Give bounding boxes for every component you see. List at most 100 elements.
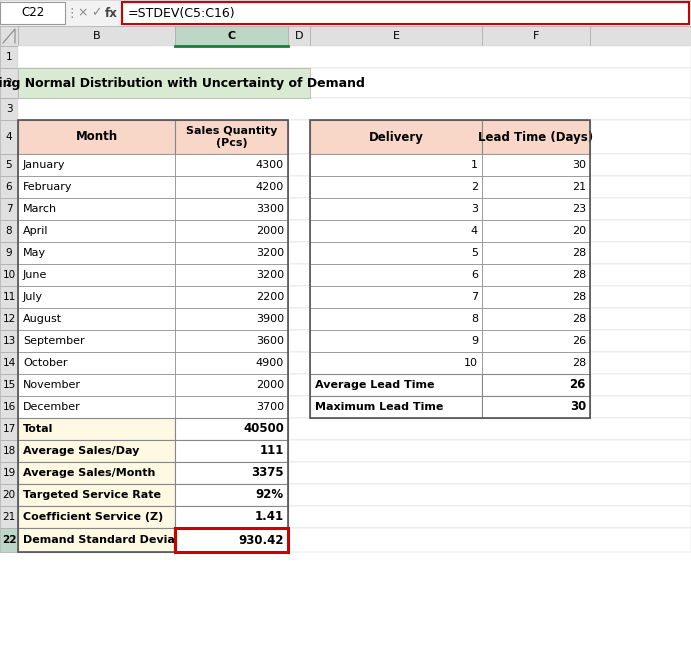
Text: 111: 111 xyxy=(260,444,284,458)
Bar xyxy=(18,440,175,462)
Text: Average Lead Time: Average Lead Time xyxy=(315,380,435,390)
Bar xyxy=(0,308,18,330)
Bar xyxy=(0,330,18,352)
Text: Total: Total xyxy=(23,424,53,434)
Text: 2: 2 xyxy=(6,78,12,88)
Text: 13: 13 xyxy=(2,336,16,346)
Bar xyxy=(175,396,288,418)
Bar xyxy=(0,242,18,264)
Bar xyxy=(175,506,288,528)
Bar xyxy=(175,418,288,440)
Bar xyxy=(18,46,691,68)
Text: 7: 7 xyxy=(6,204,12,214)
Text: 1.41: 1.41 xyxy=(255,510,284,524)
Text: 3200: 3200 xyxy=(256,270,284,280)
Bar xyxy=(482,330,590,352)
Bar xyxy=(310,308,482,330)
Bar xyxy=(18,198,691,220)
Text: 20: 20 xyxy=(3,490,16,500)
Bar xyxy=(18,120,691,154)
Text: Coefficient Service (Z): Coefficient Service (Z) xyxy=(23,512,163,522)
Text: 92%: 92% xyxy=(256,488,284,502)
Bar xyxy=(0,0,691,26)
Bar xyxy=(482,176,590,198)
Bar xyxy=(18,484,691,506)
Bar xyxy=(175,242,288,264)
Bar xyxy=(18,308,691,330)
Bar xyxy=(18,484,175,506)
Bar xyxy=(310,198,482,220)
Bar xyxy=(18,154,691,176)
Text: 14: 14 xyxy=(2,358,16,368)
Text: 10: 10 xyxy=(464,358,478,368)
Text: 28: 28 xyxy=(571,292,586,302)
Text: 26: 26 xyxy=(572,336,586,346)
Text: 19: 19 xyxy=(2,468,16,478)
Bar xyxy=(0,26,18,46)
Bar xyxy=(18,462,691,484)
Bar xyxy=(18,330,691,352)
Bar xyxy=(18,396,691,418)
Bar xyxy=(175,308,288,330)
Bar xyxy=(310,26,482,46)
Text: November: November xyxy=(23,380,81,390)
Bar xyxy=(18,330,175,352)
Bar xyxy=(0,46,18,68)
Text: 3700: 3700 xyxy=(256,402,284,412)
Text: 16: 16 xyxy=(2,402,16,412)
Text: 4200: 4200 xyxy=(256,182,284,192)
Text: Average Sales/Month: Average Sales/Month xyxy=(23,468,155,478)
Text: 2000: 2000 xyxy=(256,226,284,236)
Text: 4900: 4900 xyxy=(256,358,284,368)
Text: 28: 28 xyxy=(571,248,586,258)
Text: May: May xyxy=(23,248,46,258)
Text: 8: 8 xyxy=(471,314,478,324)
Text: ×: × xyxy=(78,7,88,19)
Bar xyxy=(175,120,288,154)
Bar xyxy=(0,120,18,154)
Text: 3900: 3900 xyxy=(256,314,284,324)
Text: 3200: 3200 xyxy=(256,248,284,258)
Bar xyxy=(18,352,691,374)
Bar xyxy=(0,506,18,528)
Text: C: C xyxy=(227,31,236,41)
Bar xyxy=(0,440,18,462)
Bar xyxy=(175,220,288,242)
Bar xyxy=(482,220,590,242)
Bar xyxy=(310,374,482,396)
Bar xyxy=(310,264,482,286)
Bar xyxy=(482,120,590,154)
Bar xyxy=(482,154,590,176)
Bar xyxy=(288,26,310,46)
Text: 8: 8 xyxy=(6,226,12,236)
Text: 4300: 4300 xyxy=(256,160,284,170)
Bar xyxy=(0,2,65,24)
Bar xyxy=(18,242,175,264)
Bar xyxy=(18,286,691,308)
Bar xyxy=(482,264,590,286)
Bar xyxy=(18,154,175,176)
Text: fx: fx xyxy=(104,7,117,20)
Text: 3600: 3600 xyxy=(256,336,284,346)
Text: 2: 2 xyxy=(471,182,478,192)
Bar xyxy=(175,154,288,176)
Bar xyxy=(18,352,175,374)
Bar xyxy=(0,418,18,440)
Bar xyxy=(18,506,691,528)
Text: 15: 15 xyxy=(2,380,16,390)
Text: February: February xyxy=(23,182,73,192)
Text: 28: 28 xyxy=(571,358,586,368)
Bar xyxy=(18,176,175,198)
Bar xyxy=(482,286,590,308)
Bar xyxy=(18,308,175,330)
Bar xyxy=(18,68,310,98)
Bar xyxy=(310,396,482,418)
Text: 5: 5 xyxy=(471,248,478,258)
Text: 3300: 3300 xyxy=(256,204,284,214)
Bar xyxy=(482,396,590,418)
Text: 5: 5 xyxy=(6,160,12,170)
Bar xyxy=(175,352,288,374)
Bar xyxy=(18,220,691,242)
Text: 12: 12 xyxy=(2,314,16,324)
Bar xyxy=(18,418,175,440)
